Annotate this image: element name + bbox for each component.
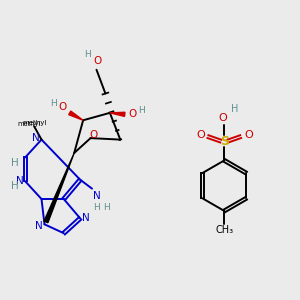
Text: H: H (103, 203, 110, 212)
Text: H: H (84, 50, 91, 59)
Text: N: N (16, 176, 24, 186)
Text: N: N (35, 221, 43, 231)
Polygon shape (69, 111, 83, 120)
Text: N: N (93, 191, 101, 201)
Text: N: N (32, 133, 40, 143)
Polygon shape (44, 153, 74, 223)
Text: O: O (89, 130, 98, 140)
Text: H: H (231, 104, 238, 114)
Text: O: O (196, 130, 205, 140)
Polygon shape (110, 112, 125, 116)
Text: H: H (50, 99, 57, 108)
Text: O: O (244, 130, 253, 140)
Text: H: H (139, 106, 145, 115)
Text: CH₃: CH₃ (215, 225, 233, 235)
Text: O: O (218, 113, 227, 123)
Text: methyl: methyl (22, 120, 46, 126)
Text: S: S (220, 135, 229, 148)
Text: H: H (11, 158, 19, 168)
Text: methyl: methyl (17, 121, 41, 127)
Text: O: O (128, 109, 136, 119)
Text: H: H (11, 181, 19, 191)
Text: O: O (58, 103, 66, 112)
Text: O: O (94, 56, 102, 66)
Text: H: H (93, 203, 100, 212)
Text: N: N (82, 213, 89, 224)
